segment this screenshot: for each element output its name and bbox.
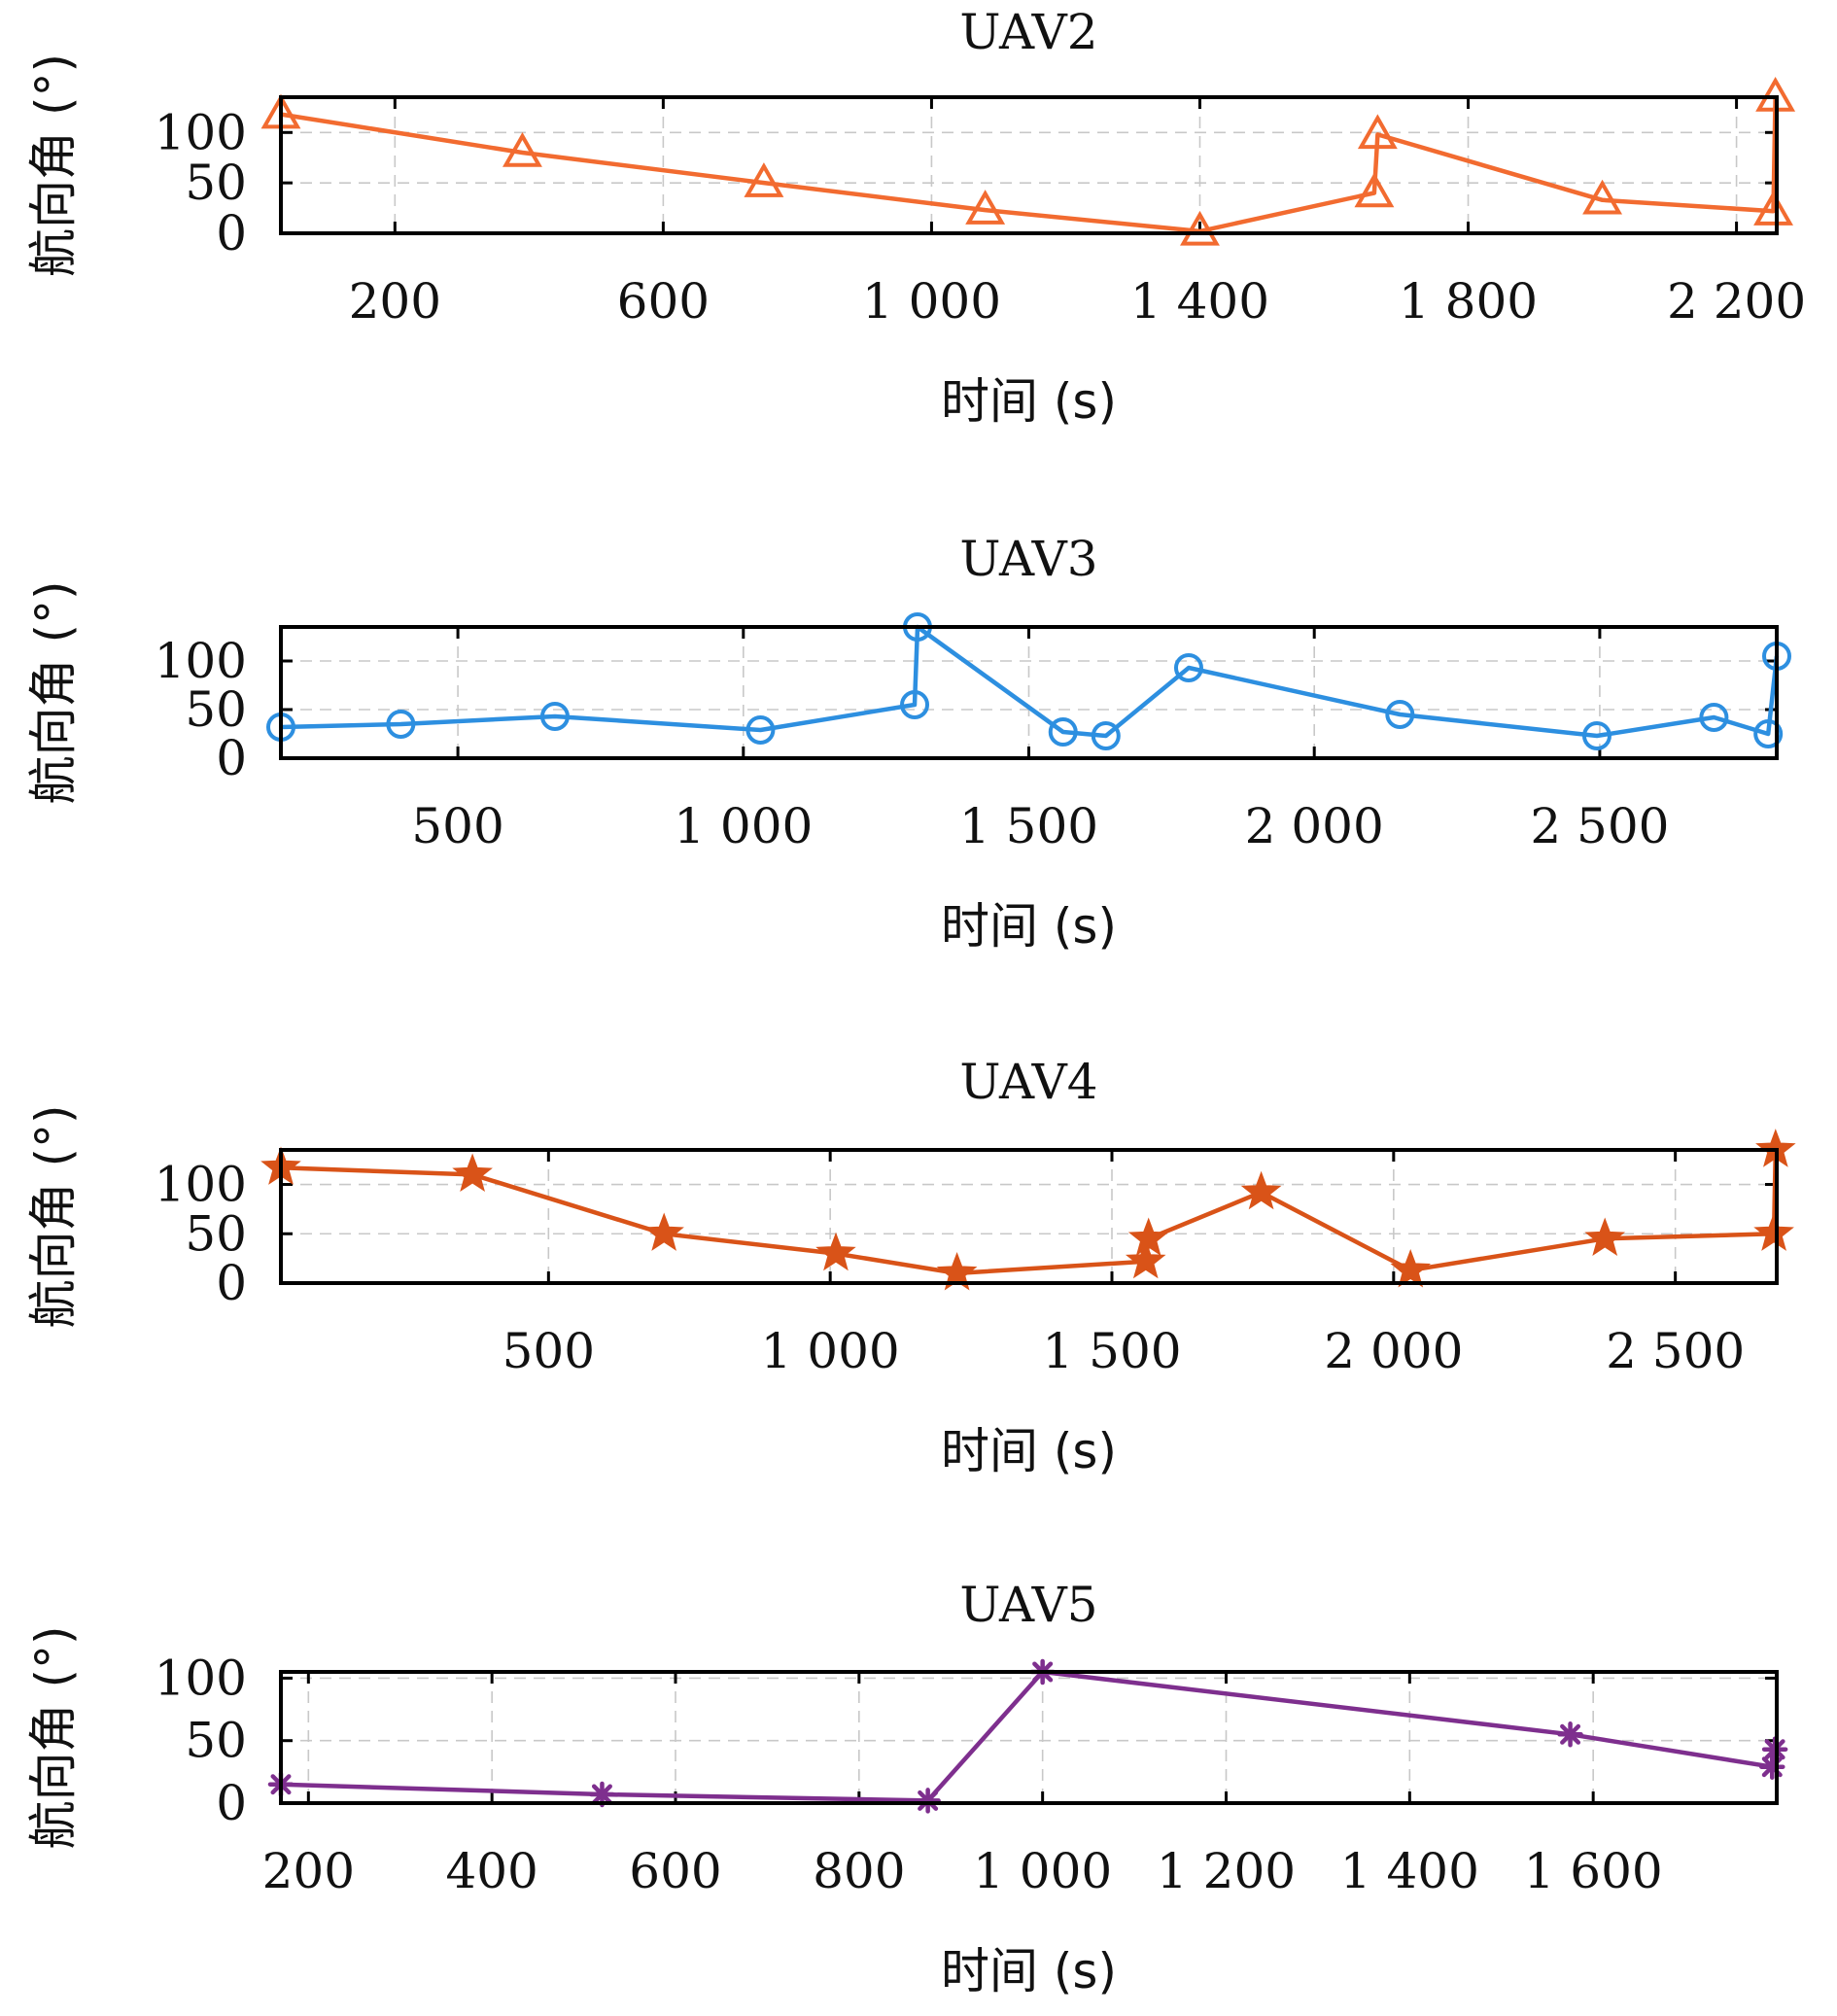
data-point-marker xyxy=(936,1252,978,1291)
data-point-marker xyxy=(900,690,930,719)
x-tick-label: 1 600 xyxy=(1524,1843,1663,1899)
data-point-marker xyxy=(1048,717,1078,747)
y-tick-label: 50 xyxy=(185,155,247,211)
series-line xyxy=(280,1669,1778,1803)
x-tick-label: 1 200 xyxy=(1157,1843,1296,1899)
x-tick-label: 2 000 xyxy=(1245,798,1384,854)
data-point-marker xyxy=(815,1232,856,1271)
data-point-marker xyxy=(1385,700,1415,729)
y-tick-label: 50 xyxy=(185,681,247,738)
data-point-marker xyxy=(744,162,784,197)
x-axis-label: 时间 (s) xyxy=(941,1943,1117,1999)
data-point-marker xyxy=(539,702,570,731)
x-tick-label: 2 000 xyxy=(1324,1323,1463,1379)
x-tick-label: 1 000 xyxy=(862,273,1001,330)
y-tick-label: 0 xyxy=(216,730,247,786)
data-point-marker xyxy=(1091,721,1121,750)
x-tick-label: 1 400 xyxy=(1340,1843,1479,1899)
chart-title: UAV5 xyxy=(959,1577,1097,1633)
x-tick-label: 1 500 xyxy=(959,798,1098,854)
series-line xyxy=(280,96,1778,234)
data-point-marker xyxy=(1180,210,1220,246)
y-tick-label: 0 xyxy=(216,1255,247,1311)
y-tick-label: 100 xyxy=(155,1157,247,1213)
data-point-marker xyxy=(1127,1217,1169,1257)
x-tick-label: 2 500 xyxy=(1606,1323,1745,1379)
data-point-marker xyxy=(1753,719,1784,748)
x-tick-label: 200 xyxy=(349,273,441,330)
x-tick-label: 2 200 xyxy=(1667,273,1806,330)
data-point-marker xyxy=(386,710,416,739)
series-line xyxy=(280,624,1780,739)
x-tick-label: 200 xyxy=(262,1843,355,1899)
x-tick-label: 500 xyxy=(411,798,503,854)
y-tick-label: 100 xyxy=(155,633,247,689)
data-point-marker xyxy=(1759,1754,1785,1780)
data-point-marker xyxy=(1581,721,1612,750)
series-line xyxy=(280,1149,1779,1276)
x-tick-label: 1 000 xyxy=(761,1323,900,1379)
y-axis-label: 航向角 (°) xyxy=(25,53,82,277)
panel-uav5: UAV5 200 400 600 800 1 000 1 200 1 400 1 600 0 50 1… xyxy=(25,1577,1788,1999)
data-point-marker xyxy=(965,190,1006,225)
x-axis-label: 时间 (s) xyxy=(941,898,1117,955)
data-point-marker xyxy=(1240,1170,1282,1210)
x-tick-label: 400 xyxy=(445,1843,537,1899)
data-point-marker xyxy=(1390,1248,1432,1288)
chart-title: UAV2 xyxy=(959,4,1097,60)
x-axis-label: 时间 (s) xyxy=(941,1423,1117,1479)
y-tick-label: 50 xyxy=(185,1205,247,1262)
y-axis-label: 航向角 (°) xyxy=(25,581,82,805)
x-tick-label: 1 000 xyxy=(674,798,813,854)
data-point-marker xyxy=(1125,1239,1166,1279)
plot-frame xyxy=(279,1670,1779,1805)
y-tick-label: 100 xyxy=(155,104,247,160)
data-point-marker xyxy=(1699,703,1729,732)
x-tick-label: 2 500 xyxy=(1530,798,1669,854)
data-point-marker xyxy=(1584,1217,1626,1257)
y-tick-label: 0 xyxy=(216,205,247,261)
x-tick-label: 800 xyxy=(813,1843,905,1899)
y-tick-label: 0 xyxy=(216,1775,247,1831)
data-point-marker xyxy=(452,1153,493,1192)
x-tick-label: 500 xyxy=(503,1323,595,1379)
data-point-marker xyxy=(1173,653,1203,682)
data-point-marker xyxy=(745,715,776,745)
data-point-marker xyxy=(1357,114,1398,150)
y-tick-label: 100 xyxy=(155,1650,247,1706)
x-tick-label: 1 000 xyxy=(973,1843,1112,1899)
x-tick-label: 1 800 xyxy=(1399,273,1538,330)
data-point-marker xyxy=(1753,1212,1794,1251)
chart-title: UAV3 xyxy=(959,531,1097,587)
chart-title: UAV4 xyxy=(959,1054,1097,1110)
y-tick-label: 50 xyxy=(185,1713,247,1769)
data-point-marker xyxy=(915,1788,941,1814)
x-tick-label: 1 400 xyxy=(1130,273,1269,330)
plot-frame xyxy=(279,625,1779,760)
x-tick-label: 600 xyxy=(617,273,710,330)
y-axis-label: 航向角 (°) xyxy=(25,1626,82,1850)
data-point-marker xyxy=(1557,1721,1583,1748)
x-tick-label: 600 xyxy=(629,1843,721,1899)
x-tick-label: 1 500 xyxy=(1042,1323,1181,1379)
data-point-marker xyxy=(1753,191,1793,226)
plot-frame xyxy=(279,95,1779,235)
data-point-marker xyxy=(643,1212,684,1251)
data-point-marker xyxy=(1582,179,1623,215)
data-point-marker xyxy=(1354,172,1395,208)
x-axis-label: 时间 (s) xyxy=(941,373,1117,430)
plot-frame xyxy=(279,1148,1779,1285)
y-axis-label: 航向角 (°) xyxy=(25,1105,82,1329)
data-point-marker xyxy=(503,132,542,167)
